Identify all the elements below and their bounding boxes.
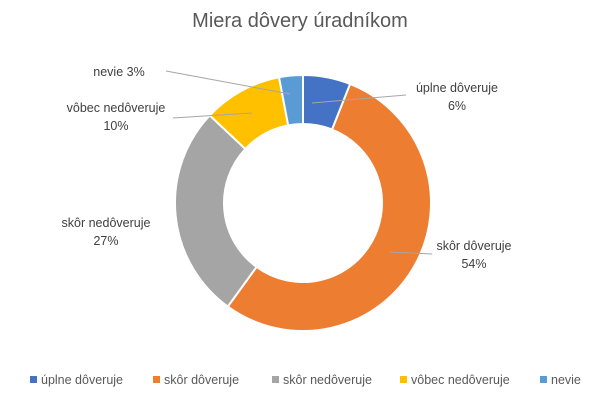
- legend-swatch: [153, 376, 160, 383]
- slice-skor-doveruje: [226, 82, 432, 332]
- leader-lines: [165, 70, 433, 255]
- legend-item-nevie: nevie: [540, 373, 581, 387]
- legend-swatch: [400, 376, 407, 383]
- legend-label: nevie: [551, 373, 581, 387]
- legend-swatch: [540, 376, 547, 383]
- data-label-skor-doveruje: skôr dôveruje 54%: [436, 239, 511, 271]
- leader-line-skor-doveruje: [389, 251, 433, 255]
- slice-skor-nedoveruje: [174, 113, 258, 308]
- legend-item-vobec-nedoveruje: vôbec nedôveruje: [400, 373, 510, 387]
- legend-label: skôr nedôveruje: [283, 373, 372, 387]
- leader-line-vobec-nedoveruje: [172, 112, 253, 119]
- donut-slices: [174, 73, 432, 332]
- legend-item-skor-doveruje: skôr dôveruje: [153, 373, 239, 387]
- data-label-nevie: nevie 3%: [93, 65, 144, 79]
- data-label-skor-nedoveruje: skôr nedôveruje 27%: [62, 216, 151, 248]
- data-label-uplne-doveruje: úplne dôveruje 6%: [416, 81, 498, 113]
- leader-line-uplne-doveruje: [311, 94, 407, 104]
- chart-title: Miera dôvery úradníkom: [192, 10, 408, 32]
- legend-label: úplne dôveruje: [41, 373, 123, 387]
- legend-swatch: [30, 376, 37, 383]
- data-labels: úplne dôveruje 6% skôr dôveruje 54% skôr ned…: [62, 65, 512, 271]
- legend-label: skôr dôveruje: [164, 373, 239, 387]
- legend-label: vôbec nedôveruje: [411, 373, 510, 387]
- legend-swatch: [272, 376, 279, 383]
- leader-line-nevie: [165, 70, 291, 95]
- legend-item-skor-nedoveruje: skôr nedôveruje: [272, 373, 372, 387]
- slice-nevie: [277, 73, 304, 127]
- legend: úplne dôveruje skôr dôveruje skôr nedôveru…: [30, 373, 581, 387]
- legend-item-uplne-doveruje: úplne dôveruje: [30, 373, 123, 387]
- data-label-vobec-nedoveruje: vôbec nedôveruje 10%: [67, 101, 166, 133]
